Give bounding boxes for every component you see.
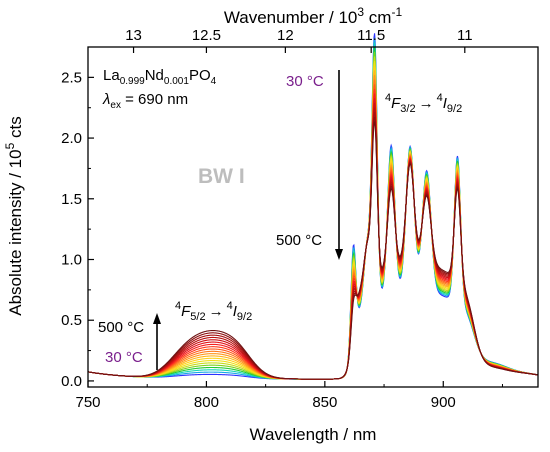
transition-label-2: 4F3/2 → 4I9/2 xyxy=(385,92,462,115)
excitation-label: λex = 690 nm xyxy=(102,91,188,111)
series-line-20 xyxy=(87,121,539,380)
top-axis-title-sup: 3 xyxy=(357,5,364,19)
y-tick-label: 1.0 xyxy=(61,252,82,269)
temp-high-left: 500 °C xyxy=(98,319,144,336)
top-axis-title-main: Wavenumber / 10 xyxy=(224,8,358,27)
top-tick-label: 12 xyxy=(277,27,294,44)
x-axis-ticks: 750 800 850 900 xyxy=(75,381,503,411)
y-tick-label: 0.5 xyxy=(61,312,82,329)
x-axis-title: Wavelength / nm xyxy=(250,425,377,444)
y-tick-label: 0.0 xyxy=(61,373,82,390)
arrow-right-head xyxy=(335,249,343,260)
x-tick-label: 800 xyxy=(194,394,219,411)
plot-frame xyxy=(87,46,539,388)
series-line-8 xyxy=(87,65,539,380)
watermark-label: BW I xyxy=(198,165,245,188)
top-tick-label: 11 xyxy=(457,27,473,44)
top-tick-label: 11.5 xyxy=(357,27,385,44)
x-tick-label: 900 xyxy=(431,394,456,411)
transition-label-1: 4F5/2 → 4I9/2 xyxy=(175,300,252,323)
y-tick-label: 1.5 xyxy=(61,191,82,208)
top-axis-title-sup2: -1 xyxy=(391,5,402,19)
y-axis-title-sup: 5 xyxy=(3,142,17,149)
top-tick-label: 12.5 xyxy=(192,27,221,44)
series-line-9 xyxy=(87,70,539,380)
top-axis-title-tail: cm xyxy=(364,8,391,27)
series-group xyxy=(87,33,539,380)
sample-formula: La0.999Nd0.001PO4 xyxy=(103,67,217,87)
series-line-7 xyxy=(87,61,539,380)
x-tick-label: 750 xyxy=(75,394,100,411)
temp-low-left: 30 °C xyxy=(105,349,143,366)
temp-low-right: 30 °C xyxy=(286,73,324,90)
y-tick-label: 2.0 xyxy=(61,130,82,147)
top-axis-ticks: 13 12.5 12 11.5 11 xyxy=(125,27,473,53)
arrow-left-head xyxy=(153,313,161,324)
y-axis-ticks: 0.0 0.5 1.0 1.5 2.0 2.5 xyxy=(61,69,94,390)
series-line-11 xyxy=(87,79,539,380)
y-axis-title-main: Absolute intensity / 10 xyxy=(6,149,25,315)
y-axis-title-tail: cts xyxy=(6,116,25,142)
y-axis-title: Absolute intensity / 105 cts xyxy=(3,116,25,315)
series-line-10 xyxy=(87,74,539,380)
temp-high-right: 500 °C xyxy=(276,232,322,249)
x-tick-label: 850 xyxy=(312,394,337,411)
top-tick-label: 13 xyxy=(125,27,142,44)
y-tick-label: 2.5 xyxy=(61,69,82,86)
top-axis-title: Wavenumber / 103 cm-1 xyxy=(224,5,403,27)
